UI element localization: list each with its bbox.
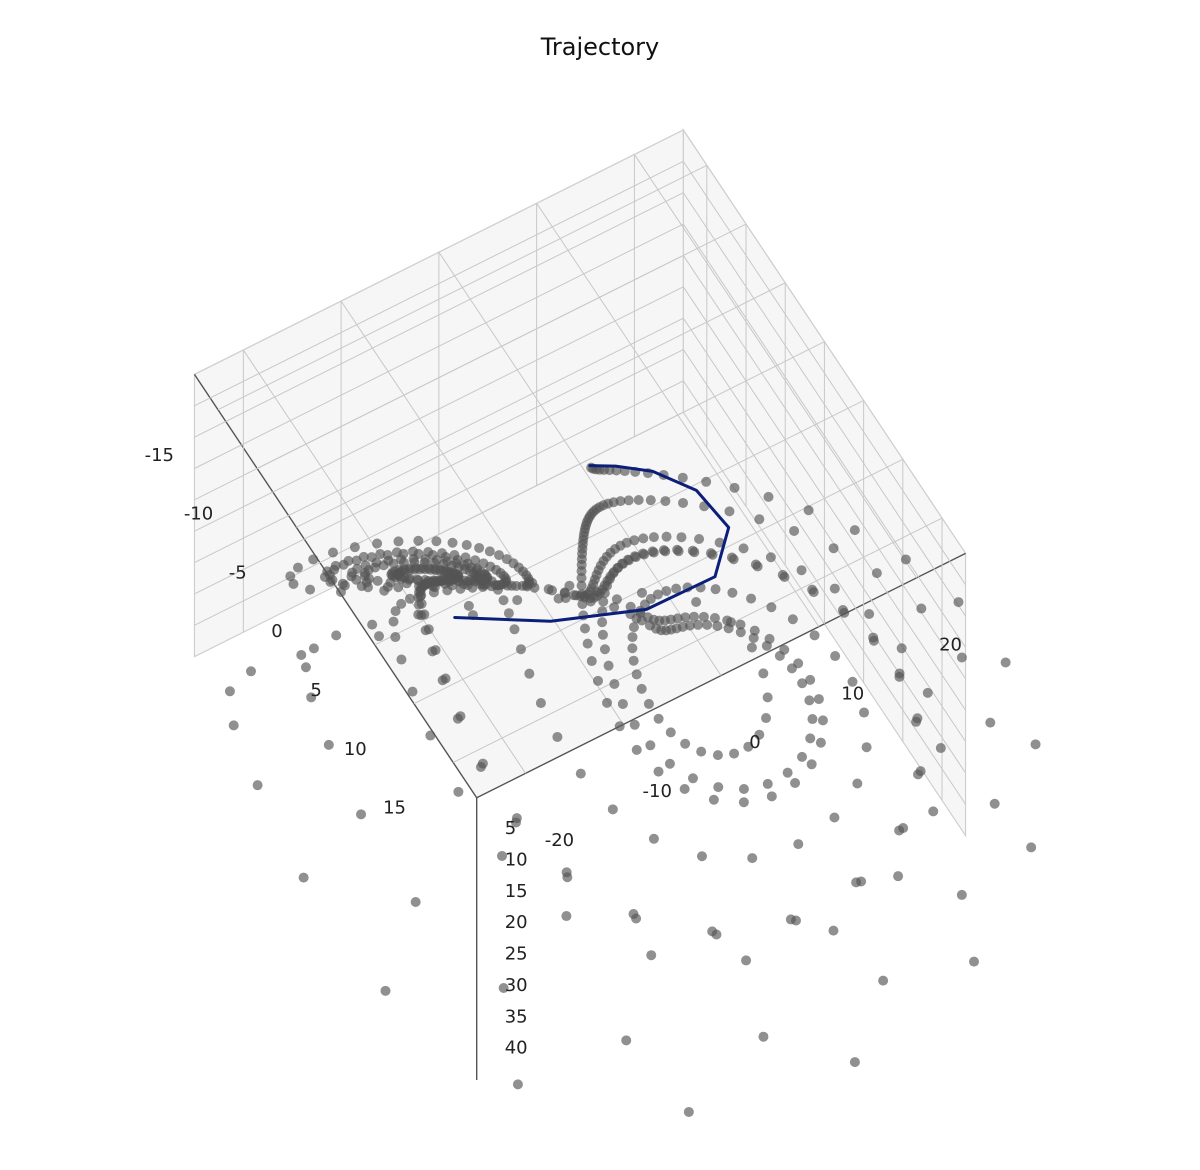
tick-label: -10 (643, 781, 672, 802)
tick-label: 35 (505, 1006, 528, 1027)
tick-label: 10 (505, 849, 528, 870)
tick-label: 20 (505, 912, 528, 933)
tick-label: 5 (310, 680, 321, 701)
tick-label: -20 (545, 830, 574, 851)
tick-label: -15 (145, 445, 174, 466)
tick-label: 30 (505, 975, 528, 996)
tick-label: 5 (505, 818, 516, 839)
tick-label: -10 (184, 504, 213, 525)
tick-label: 0 (271, 621, 282, 642)
trajectory-3d-plot: -15 -10 -5 0 5 10 15 -20 -10 0 10 20 5 10 15 20 25 30 35 40… (0, 0, 1200, 1170)
tick-label: -5 (229, 562, 247, 583)
tick-label: 10 (841, 683, 864, 704)
tick-label: 25 (505, 944, 528, 965)
tick-label: 15 (383, 798, 406, 819)
tick-label: 20 (939, 634, 962, 655)
tick-label: 0 (749, 732, 760, 753)
tick-label: 10 (344, 739, 367, 760)
tick-label: 15 (505, 881, 528, 902)
chart-title: Trajectory (540, 33, 660, 61)
tick-label: 40 (505, 1038, 528, 1059)
